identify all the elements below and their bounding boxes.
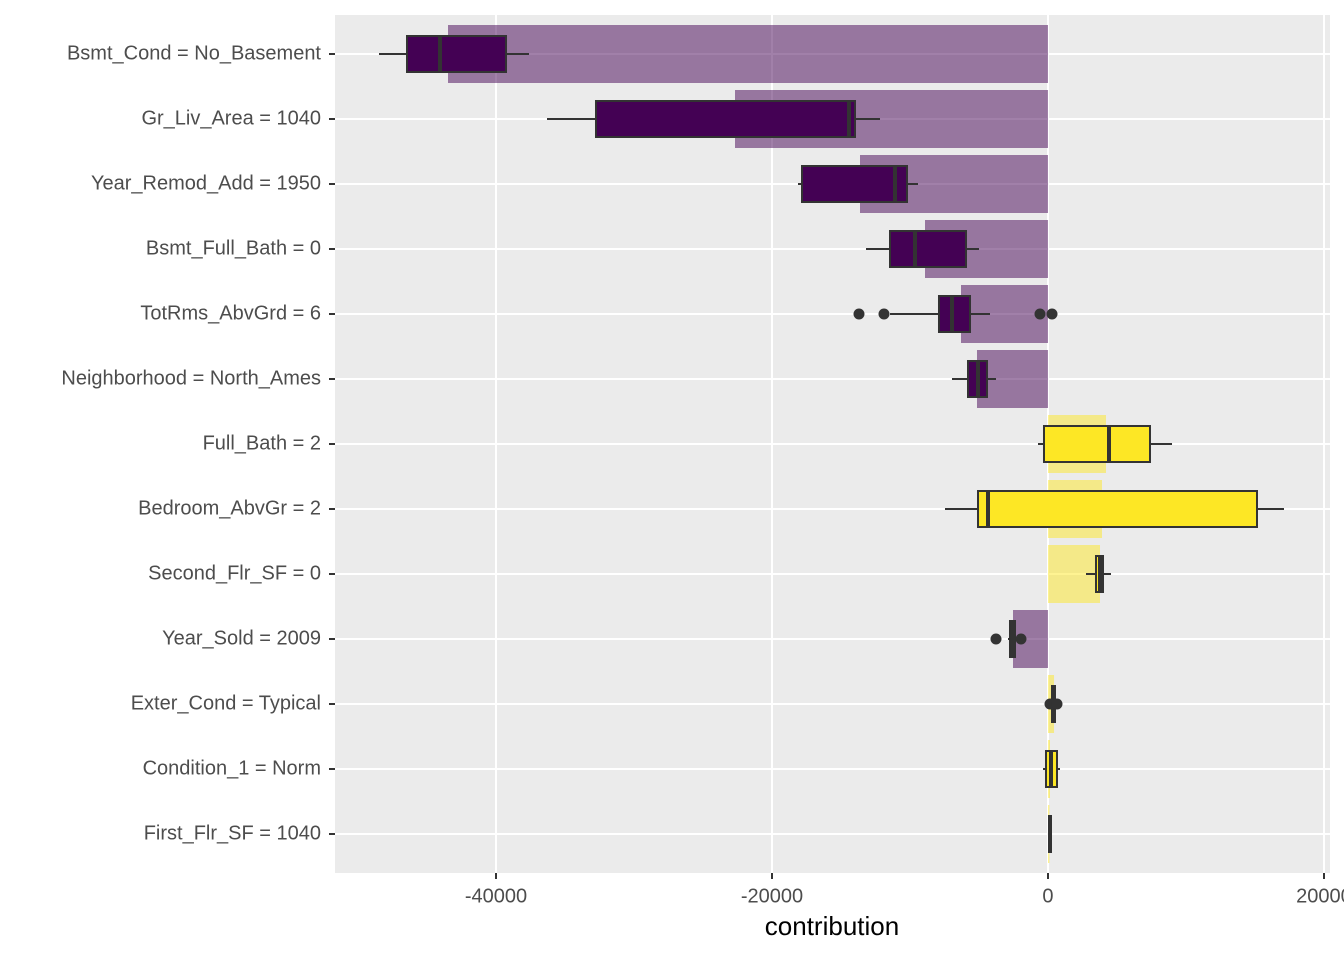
y-tick-label: Exter_Cond = Typical <box>131 692 321 714</box>
outlier <box>853 308 865 320</box>
outlier <box>878 308 890 320</box>
x-tick-label: -40000 <box>465 885 527 907</box>
y-tick-label: TotRms_AbvGrd = 6 <box>140 302 321 324</box>
y-tick-label: Full_Bath = 2 <box>203 432 321 454</box>
y-tick-label: Bsmt_Cond = No_Basement <box>67 42 321 64</box>
outlier <box>990 633 1002 645</box>
y-tick-label: Gr_Liv_Area = 1040 <box>141 107 321 129</box>
y-tick-label: Second_Flr_SF = 0 <box>148 562 321 584</box>
y-tick-label: Bedroom_AbvGr = 2 <box>138 497 321 519</box>
outlier <box>1034 308 1046 320</box>
box <box>1042 425 1151 463</box>
y-tick-label: Bsmt_Full_Bath = 0 <box>146 237 321 259</box>
y-tick-label: Condition_1 = Norm <box>143 757 321 779</box>
box <box>801 165 909 203</box>
y-tick-label: Year_Sold = 2009 <box>162 627 321 649</box>
x-axis-title: contribution <box>765 911 899 941</box>
y-tick-label: Neighborhood = North_Ames <box>61 367 321 389</box>
x-tick-label: 0 <box>1042 885 1053 907</box>
y-tick-label: First_Flr_SF = 1040 <box>144 822 321 844</box>
outlier <box>1015 633 1027 645</box>
box <box>889 230 968 268</box>
x-tick-label: -20000 <box>741 885 803 907</box>
x-tick-label: 20000 <box>1296 885 1344 907</box>
box <box>594 100 856 138</box>
y-tick-label: Year_Remod_Add = 1950 <box>91 172 321 194</box>
box <box>937 295 972 333</box>
box <box>977 490 1258 528</box>
outlier <box>1046 308 1058 320</box>
bar <box>448 25 1048 83</box>
outlier <box>1051 698 1063 710</box>
box <box>406 35 508 73</box>
